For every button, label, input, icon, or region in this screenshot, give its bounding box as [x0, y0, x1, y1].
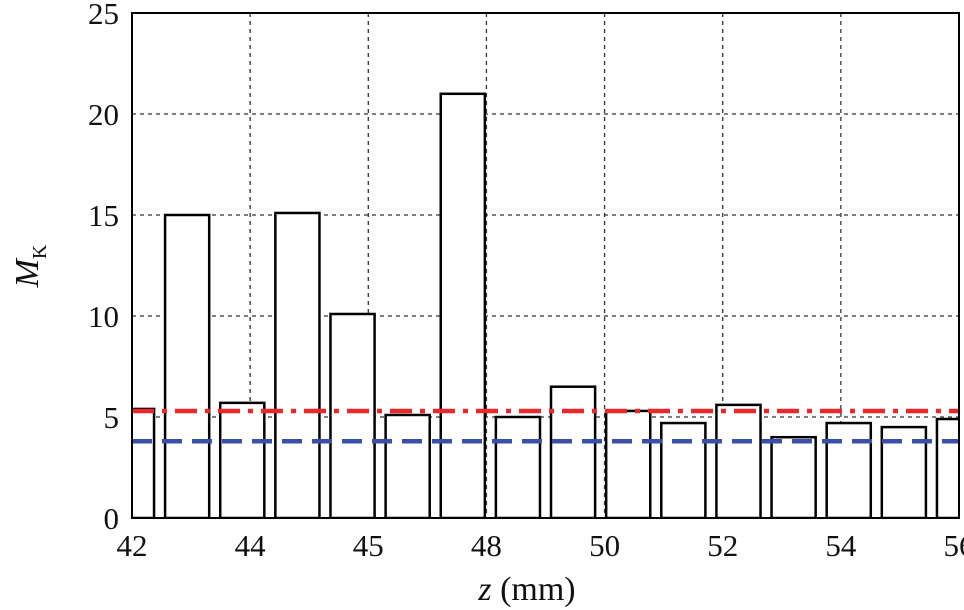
bar — [825, 421, 873, 518]
bar — [549, 385, 597, 518]
bar — [218, 401, 266, 518]
y-tick-label: 0 — [104, 501, 120, 536]
grid-lines — [132, 13, 959, 518]
y-tick-label: 5 — [104, 400, 120, 435]
bar — [384, 413, 431, 518]
y-axis-ticks: 0 5 10 15 20 25 — [88, 0, 119, 536]
x-tick-label: 50 — [589, 528, 620, 563]
bar — [132, 407, 156, 518]
plot-frame — [131, 12, 960, 519]
x-tick-label: 54 — [825, 528, 857, 563]
x-tick-label: 56 — [944, 528, 964, 563]
bar — [163, 213, 211, 518]
bar — [715, 403, 762, 518]
x-tick-label: 52 — [707, 528, 738, 563]
x-axis-ticks: 42 44 45 48 50 52 54 56 — [117, 528, 964, 563]
bar — [274, 211, 321, 518]
x-tick-label: 44 — [235, 528, 267, 563]
x-axis-label: z (mm) — [477, 571, 575, 608]
bar — [329, 312, 376, 518]
y-tick-label: 25 — [88, 0, 119, 31]
y-tick-label: 15 — [88, 198, 119, 233]
bar — [494, 415, 542, 518]
bar — [604, 409, 652, 518]
bars — [132, 92, 959, 518]
x-tick-label: 42 — [117, 528, 148, 563]
x-tick-label: 48 — [471, 528, 502, 563]
y-axis-label: MK — [9, 244, 51, 288]
y-tick-label: 20 — [88, 97, 119, 132]
bar — [770, 435, 817, 518]
x-tick-label: 45 — [353, 528, 384, 563]
bar — [660, 421, 707, 518]
reference-lines — [132, 408, 959, 444]
bar — [439, 92, 487, 518]
y-tick-label: 10 — [88, 299, 119, 334]
